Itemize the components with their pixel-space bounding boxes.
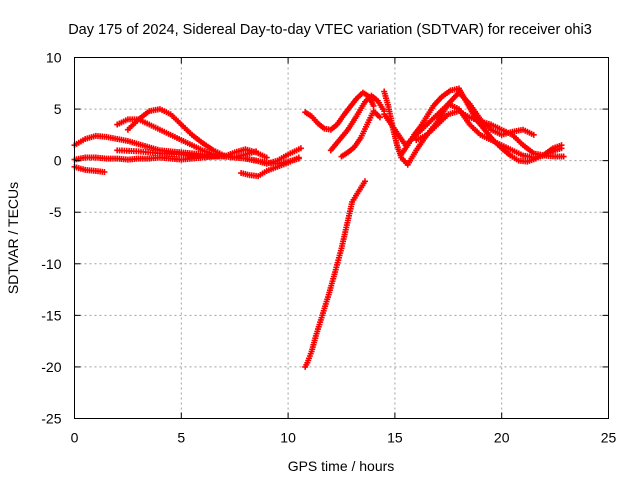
- data-point: [263, 154, 270, 161]
- data-point: [376, 114, 383, 121]
- data-point: [361, 178, 368, 185]
- series-arc-11: [327, 92, 388, 154]
- y-tick-label: 10: [46, 50, 62, 66]
- data-point: [370, 102, 377, 109]
- y-tick-label: -20: [41, 359, 61, 375]
- chart-title: Day 175 of 2024, Sidereal Day-to-day VTE…: [68, 22, 592, 38]
- series-arc-7: [238, 154, 302, 180]
- series-arc-6: [114, 146, 270, 161]
- x-tick-label: 5: [177, 430, 185, 446]
- data-point: [297, 145, 304, 152]
- grid-lines: [74, 57, 609, 419]
- series-arc-9: [302, 178, 368, 370]
- x-tick-label: 25: [601, 430, 617, 446]
- x-tick-label: 10: [280, 430, 296, 446]
- data-point: [530, 131, 537, 138]
- y-tick-label: -10: [41, 256, 61, 272]
- data-point: [558, 142, 565, 149]
- y-tick-label: 5: [54, 101, 62, 117]
- series-arc-13: [381, 88, 537, 168]
- series-arc-10: [302, 89, 377, 133]
- y-axis-label: SDTVAR / TECUs: [5, 182, 21, 294]
- series-arc-15: [398, 85, 565, 165]
- data-point: [560, 153, 567, 160]
- axis-ticks: 0 5 10 15 20 25 -25 -20 -15 -10 -5 0 5 10: [41, 50, 616, 446]
- data-point: [295, 154, 302, 161]
- y-tick-label: 0: [54, 153, 62, 169]
- series-arc-16: [413, 108, 567, 160]
- x-tick-label: 20: [494, 430, 510, 446]
- y-tick-label: -25: [41, 411, 61, 427]
- x-tick-label: 15: [387, 430, 403, 446]
- x-axis-label: GPS time / hours: [288, 458, 395, 474]
- data-marks: [71, 85, 567, 370]
- data-point: [101, 168, 108, 175]
- x-tick-label: 0: [71, 430, 79, 446]
- plot-frame: [74, 57, 609, 419]
- y-tick-label: -5: [49, 204, 62, 220]
- y-tick-label: -15: [41, 307, 61, 323]
- series-arc-3: [71, 163, 108, 175]
- series-arc-8: [242, 145, 304, 167]
- series-arc-12: [338, 108, 383, 160]
